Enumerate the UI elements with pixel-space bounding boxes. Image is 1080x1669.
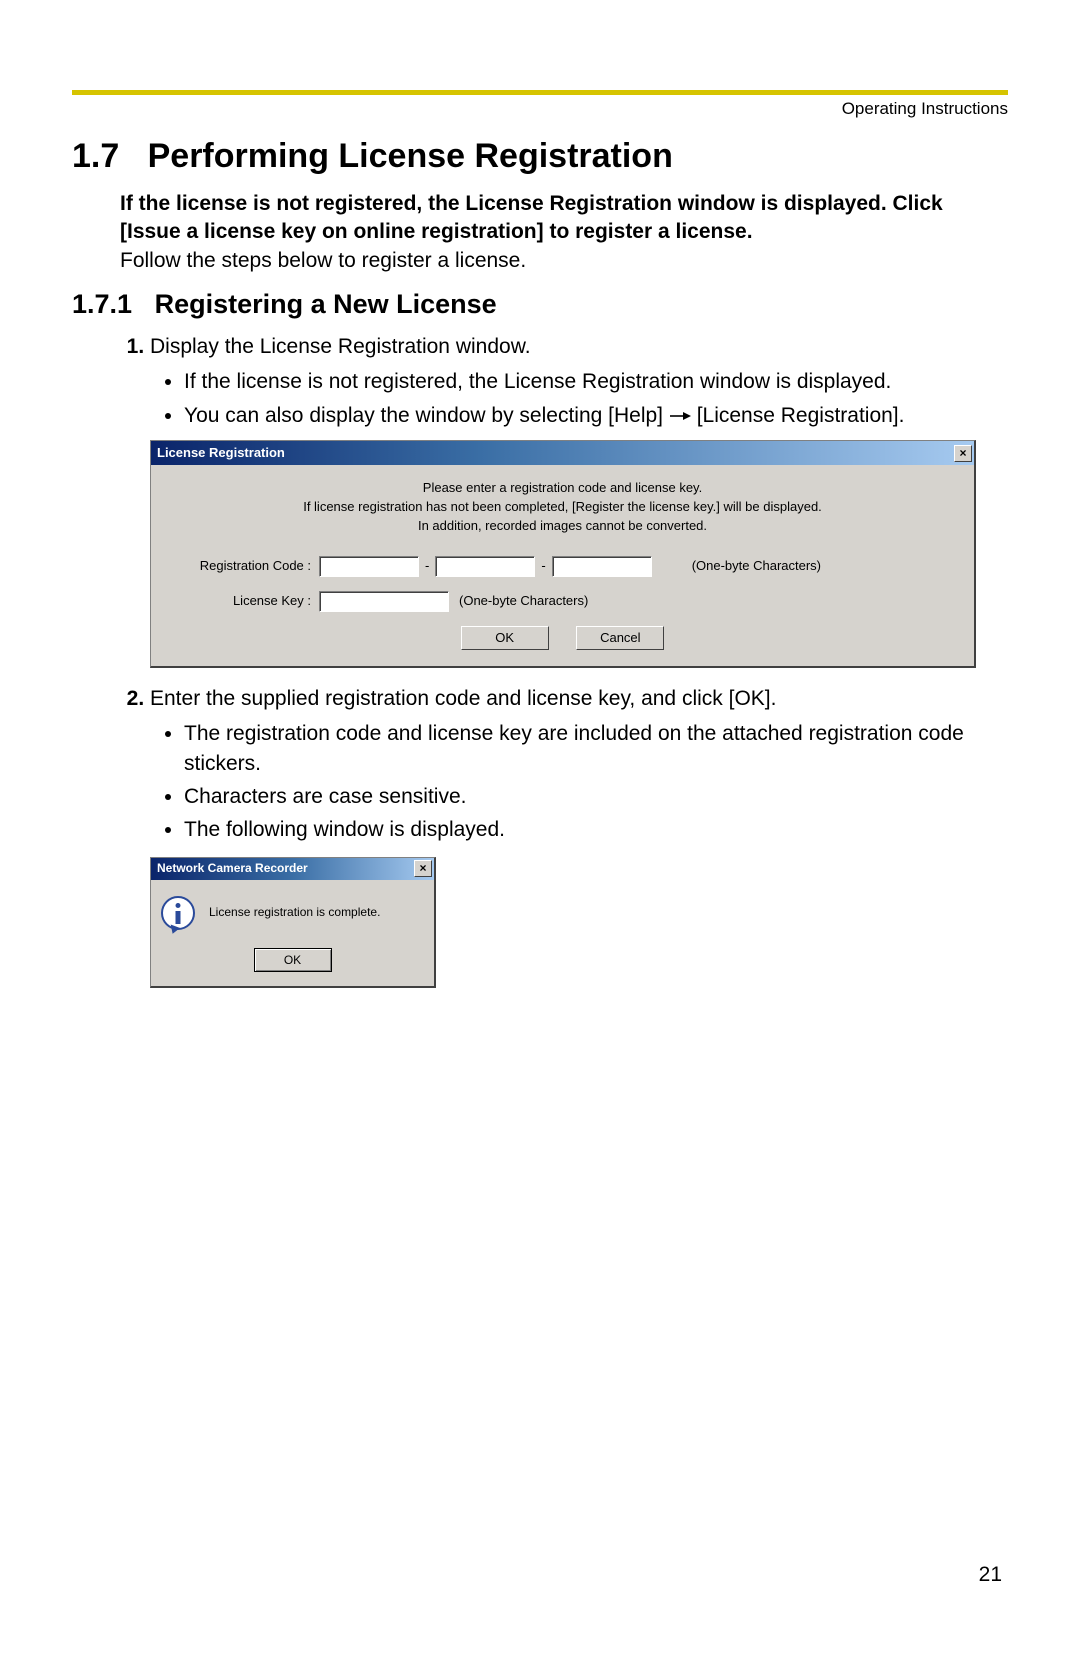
completion-dialog: Network Camera Recorder × License regist… [150,857,436,988]
dash-separator: - [535,557,551,575]
registration-code-row: Registration Code : - - (One-byte Charac… [169,556,956,577]
dialog2-message: License registration is complete. [209,904,380,921]
license-registration-dialog: License Registration × Please enter a re… [150,440,976,668]
info-icon-tail [168,924,180,935]
close-icon[interactable]: × [954,445,972,462]
dialog1-titlebar: License Registration × [151,441,974,465]
license-key-row: License Key : (One-byte Characters) [169,591,956,612]
dialog2-button-row: OK [161,948,424,972]
top-rule [72,90,1008,95]
dialog1-button-row: OK Cancel [169,626,956,650]
step-1-bullet-2a: You can also display the window by selec… [184,404,663,427]
dialog2-titlebar: Network Camera Recorder × [151,858,434,880]
step-2-text: Enter the supplied registration code and… [150,687,776,710]
steps-list: Display the License Registration window.… [120,332,1008,988]
dialog1-intro-line1: Please enter a registration code and lic… [169,479,956,498]
arrow-icon [669,410,691,422]
step-2-bullet-1: The registration code and license key ar… [184,719,1008,778]
dialog2-title: Network Camera Recorder [157,860,308,877]
dialog1-intro-line2: If license registration has not been com… [169,498,956,517]
close-icon[interactable]: × [414,860,432,877]
section-title: Performing License Registration [148,137,673,175]
step-2-bullets: The registration code and license key ar… [150,719,1008,845]
dialog1-intro: Please enter a registration code and lic… [169,479,956,536]
ok-button[interactable]: OK [254,948,332,972]
license-key-input[interactable] [319,591,449,612]
intro-normal-text: Follow the steps below to register a lic… [120,247,1008,275]
step-1-bullet-1: If the license is not registered, the Li… [184,367,1008,396]
ok-button[interactable]: OK [461,626,549,650]
step-2-bullet-2: Characters are case sensitive. [184,782,1008,811]
step-2-bullet-3: The following window is displayed. [184,815,1008,844]
step-1: Display the License Registration window.… [150,332,1008,668]
subsection-number: 1.7.1 [72,289,132,319]
registration-code-input-2[interactable] [435,556,535,577]
step-1-bullet-2: You can also display the window by selec… [184,401,1008,430]
dialog1-title: License Registration [157,444,285,462]
document-page: Operating Instructions 1.7 Performing Li… [0,0,1080,1669]
license-key-label: License Key : [169,592,319,610]
subsection-title: Registering a New License [155,289,497,319]
step-2: Enter the supplied registration code and… [150,684,1008,988]
cancel-button[interactable]: Cancel [576,626,664,650]
registration-code-input-1[interactable] [319,556,419,577]
registration-code-input-3[interactable] [552,556,652,577]
dialog1-intro-line3: In addition, recorded images cannot be c… [169,517,956,536]
step-1-text: Display the License Registration window. [150,335,531,358]
info-icon [161,896,195,930]
registration-code-label: Registration Code : [169,557,319,575]
page-number: 21 [979,1563,1002,1587]
dialog2-message-row: License registration is complete. [161,896,424,930]
header-doc-label: Operating Instructions [72,99,1008,119]
section-heading: 1.7 Performing License Registration [72,137,1008,176]
dialog1-body: Please enter a registration code and lic… [151,465,974,666]
section-number: 1.7 [72,137,119,175]
dash-separator: - [419,557,435,575]
registration-code-hint: (One-byte Characters) [652,557,821,575]
license-key-hint: (One-byte Characters) [449,592,588,610]
intro-bold-text: If the license is not registered, the Li… [120,190,1008,247]
dialog2-body: License registration is complete. OK [151,880,434,986]
step-1-bullet-2b: [License Registration]. [697,404,905,427]
subsection-heading: 1.7.1 Registering a New License [72,289,1008,320]
step-1-bullets: If the license is not registered, the Li… [150,367,1008,430]
